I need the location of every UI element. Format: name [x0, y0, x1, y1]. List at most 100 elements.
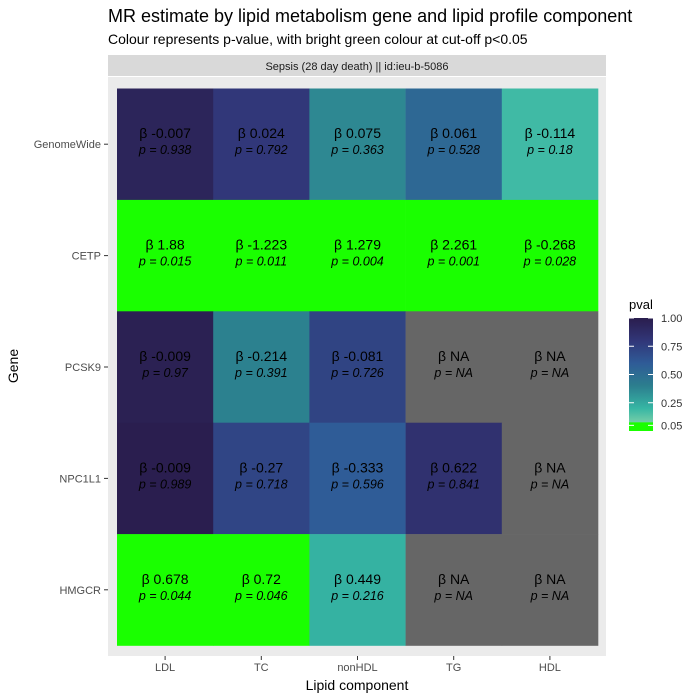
cell-beta-label: β NA [534, 459, 566, 475]
cell-fill [213, 534, 310, 646]
y-axis-ticks: GenomeWide CETP PCSK9 NPC1L1 HMGCR [34, 139, 108, 597]
y-axis-title: Gene [5, 349, 21, 383]
heatmap-cell: β 0.622 p = 0.841 [405, 422, 503, 535]
cell-fill [117, 422, 214, 535]
cell-fill [405, 534, 503, 646]
heatmap-cell: β NA p = NA [501, 534, 599, 646]
cell-fill [117, 88, 214, 201]
legend-tick-label: 1.00 [661, 313, 682, 325]
cell-fill [405, 199, 503, 312]
heatmap-cell: β 0.678 p = 0.044 [117, 534, 214, 646]
cell-fill [213, 311, 310, 423]
cell-fill [117, 534, 214, 646]
cell-fill [501, 534, 599, 646]
cell-beta-label: β -0.114 [525, 125, 576, 141]
cell-fill [309, 199, 406, 312]
cell-fill [501, 311, 599, 423]
cell-beta-label: β -0.27 [239, 459, 283, 475]
heatmap-cell: β 0.024 p = 0.792 [213, 88, 310, 201]
x-tick-label: nonHDL [337, 662, 377, 674]
chart-title: MR estimate by lipid metabolism gene and… [108, 6, 632, 26]
cell-pvalue-label: p = 0.18 [526, 143, 573, 157]
cell-fill [405, 311, 503, 423]
x-tick-label: TC [254, 662, 269, 674]
heatmap-cell: β 0.061 p = 0.528 [405, 88, 503, 201]
x-tick-label: HDL [539, 662, 561, 674]
heatmap-cell: β -0.007 p = 0.938 [117, 88, 214, 201]
heatmap-cell: β NA p = NA [405, 534, 503, 646]
cell-beta-label: β 2.261 [430, 237, 477, 253]
cell-fill [309, 534, 406, 646]
facet-strip-label: Sepsis (28 day death) || id:ieu-b-5086 [265, 61, 448, 73]
heatmap-cell: β 0.075 p = 0.363 [309, 88, 406, 201]
cell-beta-label: β -0.268 [524, 237, 576, 253]
cell-pvalue-label: p = NA [530, 589, 570, 603]
y-tick-label: HMGCR [59, 585, 101, 597]
cell-fill [117, 311, 214, 423]
cell-fill [213, 88, 310, 201]
legend-tick-label: 0.50 [661, 370, 682, 382]
cell-beta-label: β 0.72 [242, 571, 281, 587]
cell-beta-label: β NA [438, 348, 470, 364]
cell-fill [213, 199, 310, 312]
heatmap-cells: β -0.007 p = 0.938 β 0.024 p = 0.792 β 0.075… [117, 88, 599, 646]
legend: 1.00 0.75 0.50 0.25 0.05 [629, 313, 682, 432]
cell-pvalue-label: p = 0.046 [234, 589, 288, 603]
cell-pvalue-label: p = 0.216 [330, 589, 384, 603]
x-axis-title: Lipid component [306, 677, 409, 693]
y-tick-label: NPC1L1 [59, 473, 101, 485]
cell-beta-label: β -0.081 [332, 348, 384, 364]
legend-tick-label: 0.75 [661, 341, 682, 353]
heatmap-cell: β -0.333 p = 0.596 [309, 422, 406, 535]
cell-pvalue-label: p = 0.001 [426, 255, 479, 269]
cell-pvalue-label: p = 0.391 [234, 366, 287, 380]
cell-beta-label: β -0.009 [139, 459, 191, 475]
legend-tick-label: 0.05 [661, 420, 682, 432]
x-axis-ticks: LDL TC nonHDL TG HDL [155, 656, 561, 674]
y-tick-label: CETP [72, 251, 101, 263]
facet-strip [108, 55, 606, 76]
cell-beta-label: β 0.449 [334, 571, 381, 587]
heatmap-cell: β -0.114 p = 0.18 [501, 88, 599, 201]
legend-tick-label: 0.25 [661, 398, 682, 410]
legend-cutoff-band [629, 422, 653, 431]
cell-pvalue-label: p = 0.363 [330, 143, 384, 157]
cell-pvalue-label: p = 0.726 [330, 366, 384, 380]
heatmap-cell: β 0.72 p = 0.046 [213, 534, 310, 646]
heatmap-cell: β -0.009 p = 0.989 [117, 422, 214, 535]
x-tick-label: LDL [155, 662, 175, 674]
x-tick-label: TG [446, 662, 461, 674]
cell-pvalue-label: p = NA [433, 366, 473, 380]
heatmap-cell: β -0.214 p = 0.391 [213, 311, 310, 423]
cell-fill [501, 88, 599, 201]
heatmap-cell: β 2.261 p = 0.001 [405, 199, 503, 312]
cell-fill [405, 422, 503, 535]
cell-beta-label: β NA [534, 571, 566, 587]
cell-fill [213, 422, 310, 535]
cell-pvalue-label: p = 0.011 [235, 255, 288, 269]
heatmap-cell: β -0.27 p = 0.718 [213, 422, 310, 535]
cell-pvalue-label: p = 0.792 [234, 143, 288, 157]
cell-pvalue-label: p = NA [530, 477, 570, 491]
heatmap-cell: β 0.449 p = 0.216 [309, 534, 406, 646]
cell-pvalue-label: p = NA [530, 366, 570, 380]
cell-fill [501, 422, 599, 535]
cell-fill [501, 199, 599, 312]
heatmap-cell: β -1.223 p = 0.011 [213, 199, 310, 312]
heatmap-cell: β NA p = NA [501, 311, 599, 423]
cell-beta-label: β -0.333 [332, 459, 384, 475]
cell-pvalue-label: p = 0.938 [138, 143, 192, 157]
heatmap-cell: β 1.279 p = 0.004 [309, 199, 406, 312]
heatmap-cell: β -0.081 p = 0.726 [309, 311, 406, 423]
cell-pvalue-label: p = 0.028 [523, 255, 577, 269]
cell-pvalue-label: p = 0.841 [426, 477, 479, 491]
heatmap-cell: β 1.88 p = 0.015 [117, 199, 214, 312]
cell-beta-label: β 0.061 [430, 125, 477, 141]
cell-beta-label: β NA [534, 348, 566, 364]
cell-beta-label: β NA [438, 571, 470, 587]
cell-pvalue-label: p = 0.004 [330, 255, 384, 269]
legend-title: pval [629, 297, 653, 312]
cell-beta-label: β 0.075 [334, 125, 381, 141]
cell-beta-label: β -0.009 [139, 348, 191, 364]
cell-beta-label: β 0.678 [142, 571, 189, 587]
